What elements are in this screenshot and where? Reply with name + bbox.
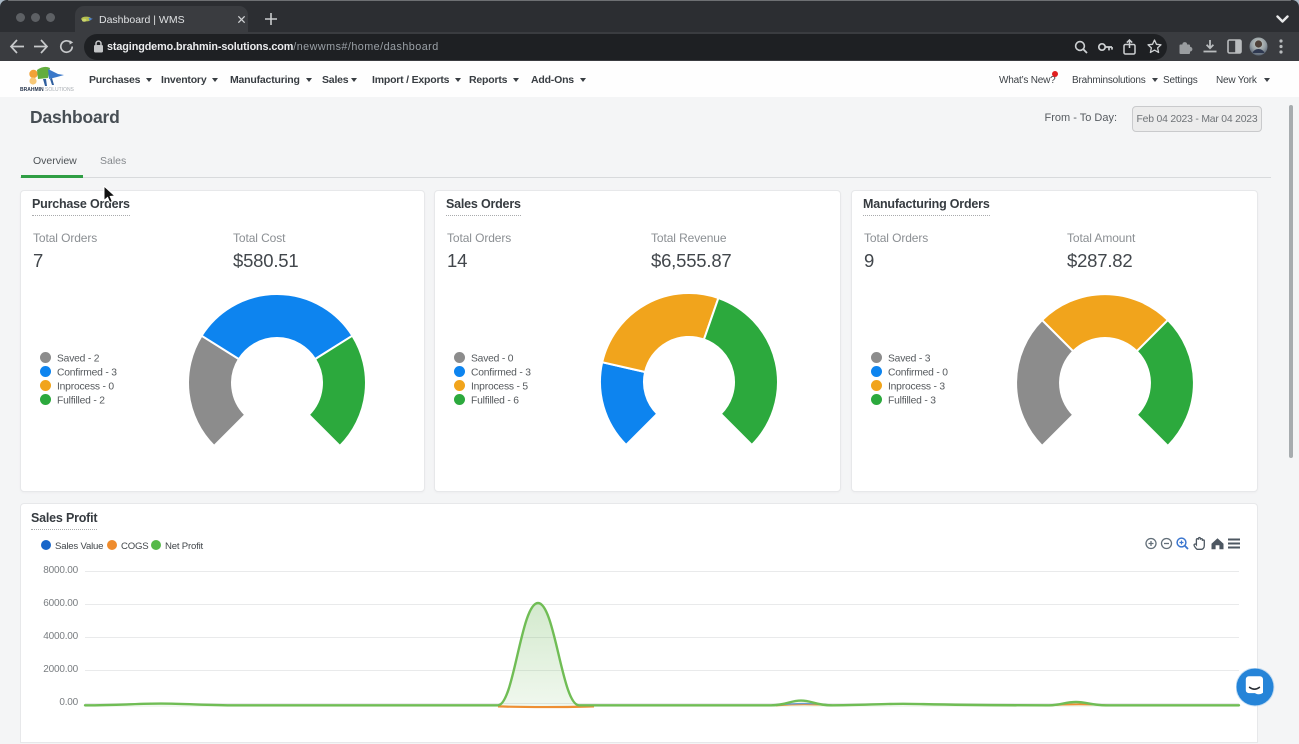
svg-text:SOLUTIONS: SOLUTIONS	[45, 87, 75, 93]
svg-text:BRAHMIN: BRAHMIN	[20, 87, 44, 93]
